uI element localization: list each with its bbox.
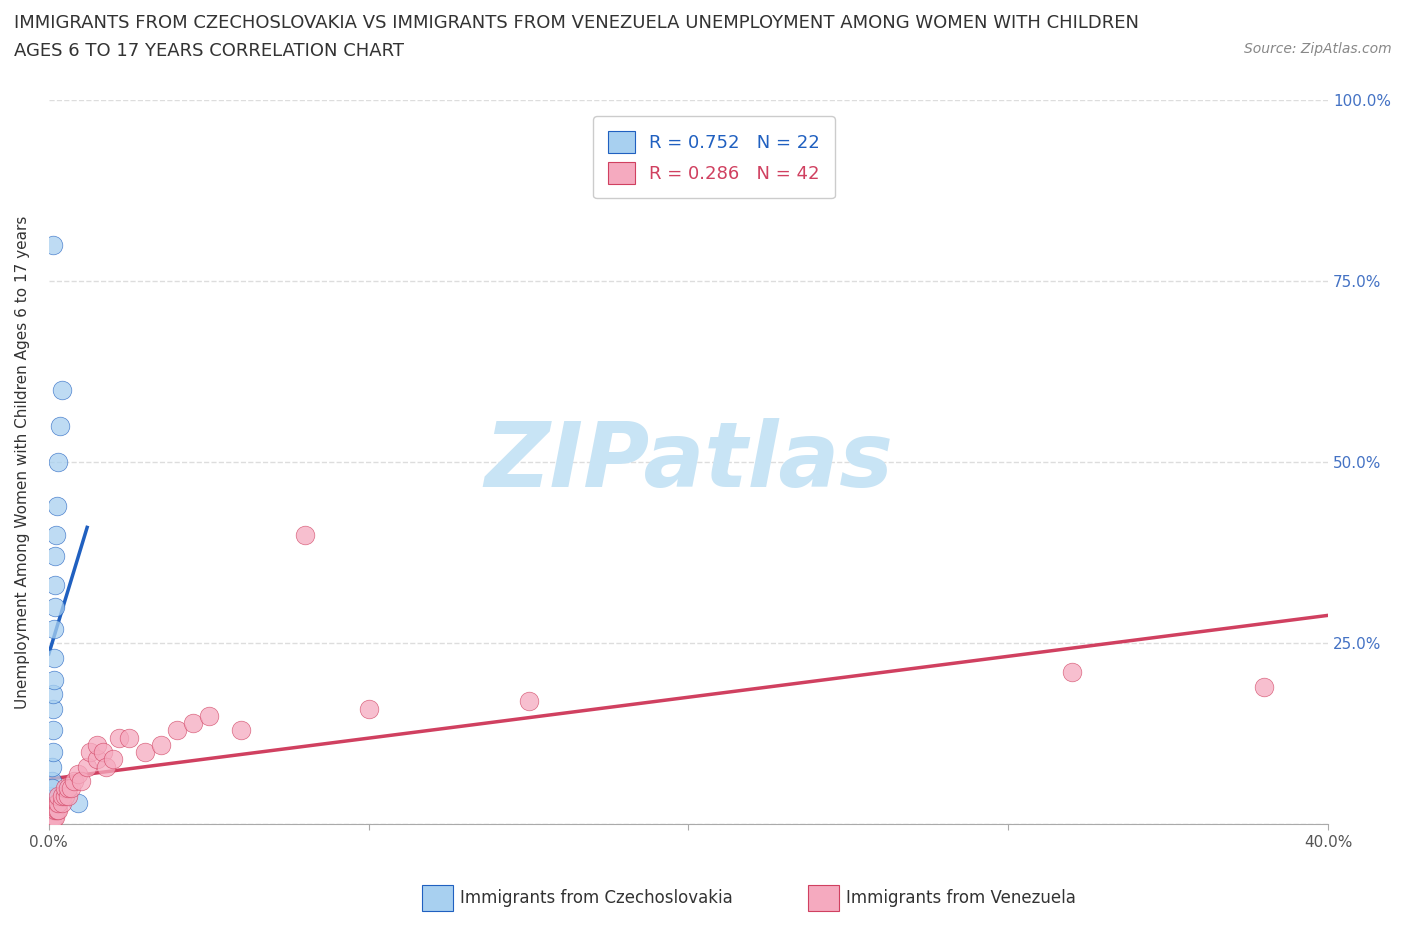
Point — [41, 810, 63, 825]
Point — [517, 694, 540, 709]
Point — [166, 723, 188, 737]
Point — [39, 788, 62, 803]
Point — [294, 527, 316, 542]
Point — [1253, 680, 1275, 695]
Point — [101, 751, 124, 766]
Point — [44, 578, 66, 592]
Point — [42, 650, 65, 665]
Point — [42, 672, 65, 687]
Point — [46, 788, 69, 803]
Point — [41, 803, 63, 817]
Point — [96, 759, 118, 774]
Y-axis label: Unemployment Among Women with Children Ages 6 to 17 years: Unemployment Among Women with Children A… — [15, 216, 30, 709]
Point — [41, 759, 63, 774]
Point — [44, 600, 66, 615]
Point — [76, 759, 98, 774]
Point — [357, 701, 380, 716]
Point — [44, 803, 66, 817]
Text: IMMIGRANTS FROM CZECHOSLOVAKIA VS IMMIGRANTS FROM VENEZUELA UNEMPLOYMENT AMONG W: IMMIGRANTS FROM CZECHOSLOVAKIA VS IMMIGR… — [14, 14, 1139, 32]
Point — [1062, 665, 1084, 680]
Point — [42, 803, 65, 817]
Point — [56, 788, 79, 803]
Point — [53, 788, 76, 803]
Text: Source: ZipAtlas.com: Source: ZipAtlas.com — [1244, 42, 1392, 56]
Point — [134, 745, 156, 760]
Point — [118, 730, 141, 745]
Point — [79, 745, 101, 760]
Point — [56, 781, 79, 796]
Point — [42, 701, 65, 716]
Point — [45, 498, 67, 513]
Point — [66, 766, 89, 781]
Text: Immigrants from Venezuela: Immigrants from Venezuela — [846, 889, 1076, 908]
Point — [49, 418, 72, 433]
Point — [51, 795, 73, 810]
Point — [42, 686, 65, 701]
Point — [181, 715, 204, 730]
Point — [66, 795, 89, 810]
Point — [42, 810, 65, 825]
Point — [39, 803, 62, 817]
Point — [69, 774, 91, 789]
Text: AGES 6 TO 17 YEARS CORRELATION CHART: AGES 6 TO 17 YEARS CORRELATION CHART — [14, 42, 404, 60]
Point — [41, 723, 63, 737]
Point — [41, 817, 63, 832]
Point — [41, 237, 63, 252]
Point — [86, 751, 108, 766]
Point — [60, 781, 83, 796]
Point — [91, 745, 114, 760]
Point — [149, 737, 172, 752]
Point — [63, 774, 86, 789]
Point — [53, 781, 76, 796]
Point — [108, 730, 131, 745]
Point — [41, 774, 63, 789]
Point — [44, 621, 66, 636]
Point — [197, 709, 219, 724]
Point — [45, 803, 67, 817]
Point — [41, 745, 63, 760]
Text: Immigrants from Czechoslovakia: Immigrants from Czechoslovakia — [460, 889, 733, 908]
Point — [46, 795, 69, 810]
Point — [86, 737, 108, 752]
Point — [44, 549, 66, 564]
Point — [46, 803, 69, 817]
Text: ZIPatlas: ZIPatlas — [484, 418, 893, 506]
Legend: R = 0.752   N = 22, R = 0.286   N = 42: R = 0.752 N = 22, R = 0.286 N = 42 — [593, 116, 835, 198]
Point — [51, 788, 73, 803]
Point — [229, 723, 252, 737]
Point — [41, 781, 63, 796]
Point — [45, 527, 67, 542]
Point — [51, 382, 73, 397]
Point — [44, 810, 66, 825]
Point — [46, 455, 69, 470]
Point — [45, 795, 67, 810]
